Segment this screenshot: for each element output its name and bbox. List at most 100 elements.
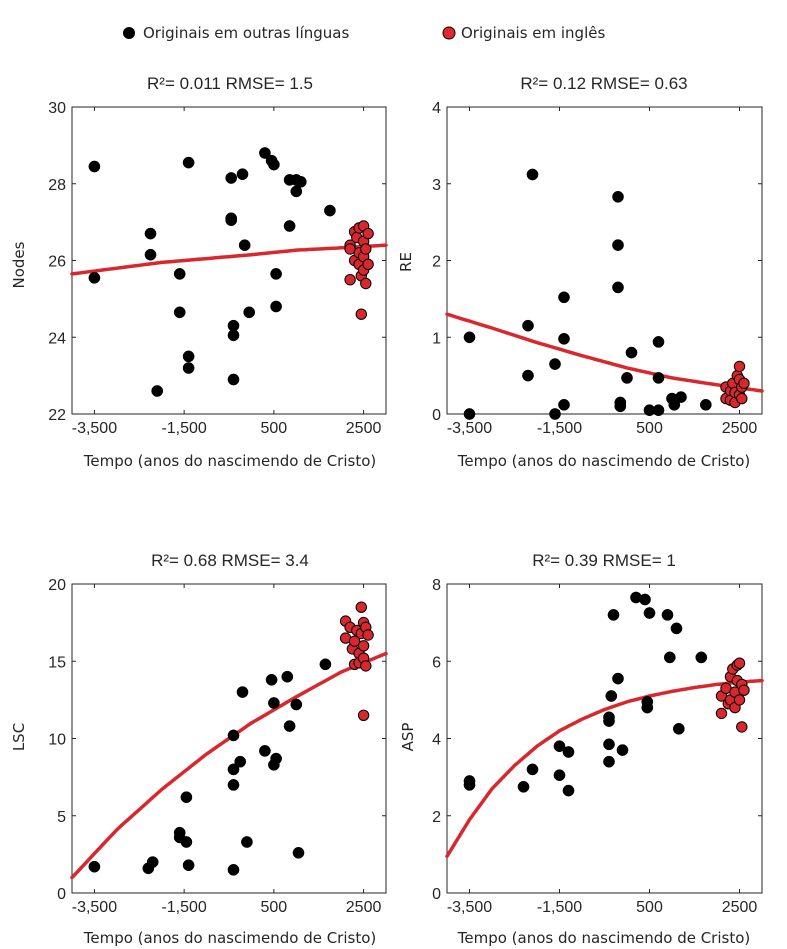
data-point-other [259, 745, 271, 757]
x-tick-label: -3,500 [447, 899, 492, 916]
data-point-other [670, 622, 683, 635]
data-point-other [607, 609, 620, 621]
chart-panel-lsc: R²= 0.68 RMSE= 3.4 LSC Tempo (anos do na… [10, 551, 388, 947]
data-point-other [603, 715, 615, 727]
data-point-other [562, 784, 575, 797]
data-point-english [738, 684, 750, 696]
y-tick-label: 26 [48, 254, 66, 271]
data-point-other [182, 362, 195, 374]
data-point-other [234, 755, 247, 768]
data-point-other [236, 686, 249, 698]
x-tick-label: -1,500 [161, 420, 206, 437]
y-tick-label: 28 [48, 177, 66, 194]
x-axis-label: Tempo (anos do nascimendo de Cristo) [83, 929, 377, 947]
data-point-other [562, 746, 575, 758]
data-point-other [641, 695, 654, 708]
data-point-other [553, 740, 566, 753]
data-point-other [144, 248, 157, 261]
data-point-other [526, 168, 539, 181]
data-point-other [227, 329, 240, 342]
plot-area [71, 106, 387, 415]
data-point-other [643, 607, 656, 619]
data-point-other [294, 175, 307, 188]
data-point-other [603, 738, 615, 751]
data-point-other [182, 859, 195, 872]
data-point-other [290, 698, 303, 711]
data-point-english [733, 360, 746, 373]
x-tick-label: 500 [261, 899, 288, 916]
data-point-other [270, 268, 282, 280]
data-point-other [238, 239, 251, 252]
y-tick-label: 20 [48, 577, 66, 594]
data-point-english [355, 601, 367, 613]
fit-curve [445, 312, 764, 393]
data-point-other [672, 722, 685, 735]
data-point-other [182, 350, 195, 363]
data-point-other [243, 306, 256, 319]
y-tick-label: 1 [432, 330, 441, 347]
data-point-other [612, 239, 624, 251]
data-point-other [88, 271, 101, 284]
data-point-other [180, 836, 193, 848]
data-point-other [225, 172, 238, 184]
x-tick-label: 2500 [346, 899, 382, 916]
data-point-other [268, 697, 280, 709]
data-point-other [463, 331, 476, 344]
chart-panel-nodes: R²= 0.011 RMSE= 1.5 Nodes Tempo (anos do… [10, 74, 388, 470]
y-tick-label: 15 [48, 654, 66, 671]
data-point-other [549, 358, 561, 370]
y-tick-label: 4 [432, 100, 441, 117]
data-point-other [675, 391, 687, 403]
data-point-other [522, 369, 534, 382]
data-point-english [360, 243, 372, 255]
data-point-english [362, 629, 374, 641]
data-point-other [663, 651, 676, 664]
data-point-other [699, 398, 712, 411]
data-point-other [612, 281, 624, 294]
data-point-other [173, 306, 186, 319]
y-axis-label: Nodes [10, 241, 28, 288]
x-tick-label: 2500 [722, 420, 758, 437]
x-tick-label: 500 [636, 420, 663, 437]
data-point-other [151, 385, 164, 397]
y-tick-label: 10 [48, 732, 66, 749]
data-point-english [736, 721, 748, 733]
data-point-other [227, 729, 240, 742]
y-tick-label: 4 [432, 732, 441, 749]
data-point-other [259, 147, 271, 159]
data-point-other [652, 404, 665, 417]
data-point-other [553, 769, 566, 782]
data-point-other [88, 860, 101, 873]
chart-panel-re: R²= 0.12 RMSE= 0.63 RE Tempo (anos do na… [397, 74, 764, 470]
data-point-other [290, 185, 303, 198]
y-tick-label: 30 [48, 100, 66, 117]
x-tick-label: -1,500 [537, 899, 582, 916]
x-tick-label: 2500 [346, 420, 382, 437]
y-tick-label: 2 [432, 254, 441, 271]
data-point-other [292, 846, 305, 859]
x-tick-label: -1,500 [161, 899, 206, 916]
plot-area [446, 106, 763, 415]
x-axis-label: Tempo (anos do nascimendo de Cristo) [457, 929, 751, 947]
data-point-english [362, 258, 374, 270]
fit-curve [70, 243, 388, 276]
chart-title: R²= 0.39 RMSE= 1 [532, 551, 676, 570]
data-point-other [616, 744, 629, 756]
data-point-other [517, 780, 530, 793]
y-axis-label: ASP [399, 723, 417, 752]
x-axis-label: Tempo (anos do nascimendo de Cristo) [83, 452, 377, 470]
y-axis-label: RE [397, 252, 415, 272]
data-point-other [265, 673, 278, 686]
data-point-other [625, 346, 638, 359]
x-tick-label: -3,500 [447, 420, 492, 437]
data-point-other [268, 158, 280, 171]
legend-label-english: Originais em inglês [461, 24, 605, 42]
legend-marker-english [442, 26, 456, 40]
data-point-other [270, 752, 282, 765]
data-point-english [348, 635, 361, 647]
plot-area [446, 583, 763, 894]
data-point-other [668, 398, 681, 411]
data-point-english [738, 377, 750, 389]
data-point-other [225, 214, 238, 227]
data-point-other [227, 779, 240, 791]
